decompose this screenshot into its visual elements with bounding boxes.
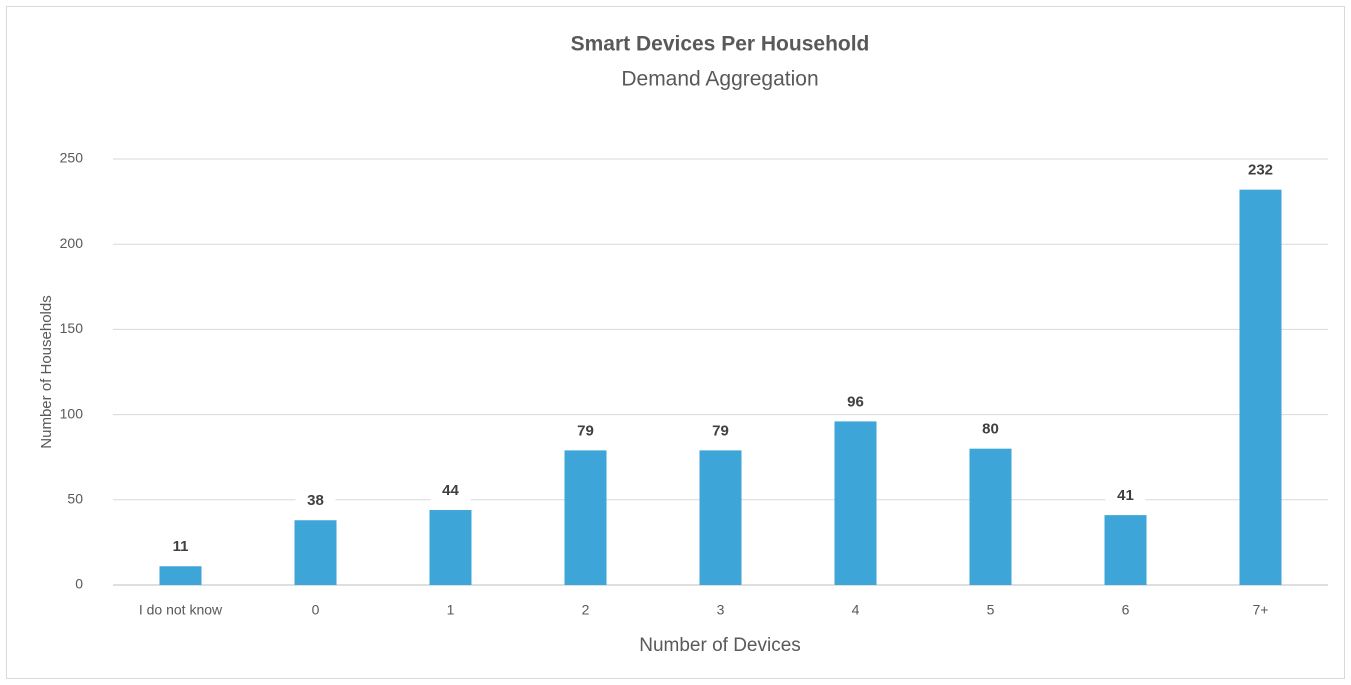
bar xyxy=(159,566,202,585)
x-tick-label: 4 xyxy=(852,602,860,618)
data-label-bg xyxy=(565,420,606,443)
x-tick-label: 2 xyxy=(582,602,590,618)
x-tick-label: 0 xyxy=(312,602,320,618)
data-label-bg xyxy=(835,391,876,414)
chart-subtitle: Demand Aggregation xyxy=(621,68,818,91)
bar xyxy=(294,520,337,585)
data-label: 41 xyxy=(1117,487,1134,504)
y-tick-label: 0 xyxy=(75,576,83,592)
data-label-bg xyxy=(700,420,741,443)
x-tick-label: 7+ xyxy=(1253,602,1269,618)
data-label: 44 xyxy=(442,482,459,499)
data-label: 38 xyxy=(307,492,324,509)
x-tick-label: 1 xyxy=(447,602,455,618)
data-label: 11 xyxy=(173,538,189,555)
y-tick-label: 50 xyxy=(67,491,83,507)
data-label-bg xyxy=(295,490,336,513)
data-label-bg xyxy=(430,480,471,503)
x-tick-label: 6 xyxy=(1122,602,1130,618)
data-label: 79 xyxy=(712,422,729,439)
y-tick-label: 250 xyxy=(60,150,84,166)
y-tick-label: 150 xyxy=(60,320,84,336)
bar xyxy=(699,450,742,585)
y-axis-label: Number of Households xyxy=(38,295,55,448)
data-label-bg xyxy=(160,536,201,559)
bar xyxy=(1104,515,1147,585)
data-label: 96 xyxy=(847,393,864,410)
x-tick-label: 3 xyxy=(717,602,725,618)
bar xyxy=(429,510,472,585)
x-tick-label: I do not know xyxy=(139,602,223,618)
data-label-bg xyxy=(1105,485,1146,508)
bar xyxy=(1239,189,1282,585)
y-tick-label: 200 xyxy=(60,235,84,251)
data-label: 232 xyxy=(1248,162,1273,179)
x-tick-label: 5 xyxy=(987,602,995,618)
bar xyxy=(564,450,607,585)
x-axis-label: Number of Devices xyxy=(639,635,801,656)
bar xyxy=(969,448,1012,585)
bar xyxy=(834,421,877,585)
data-label-bg xyxy=(1240,159,1281,182)
y-tick-label: 100 xyxy=(60,405,84,421)
data-label: 79 xyxy=(577,422,594,439)
data-label: 80 xyxy=(982,421,999,438)
data-label-bg xyxy=(970,418,1011,441)
chart-title: Smart Devices Per Household xyxy=(571,33,870,56)
